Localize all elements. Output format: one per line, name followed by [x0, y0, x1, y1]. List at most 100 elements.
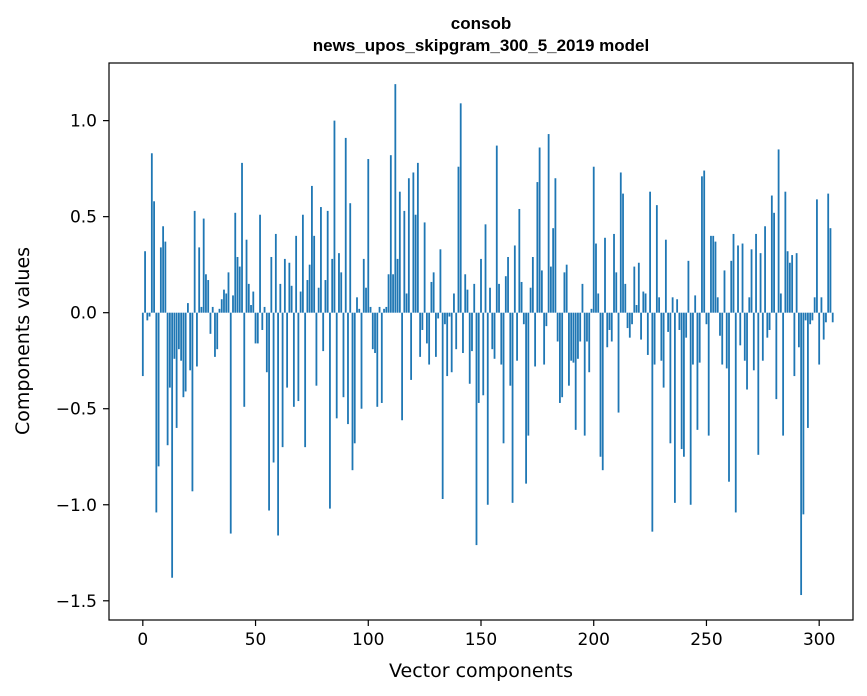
y-tick-label: 0.0 — [70, 304, 97, 324]
bar-175 — [536, 182, 539, 313]
bar-39 — [229, 312, 232, 534]
bar-275 — [761, 312, 764, 361]
bar-296 — [809, 312, 812, 325]
bar-207 — [608, 312, 611, 330]
bar-107 — [383, 308, 385, 313]
bar-18 — [182, 312, 185, 398]
bar-170 — [525, 312, 527, 484]
bar-294 — [804, 312, 807, 321]
bar-58 — [272, 312, 275, 463]
bar-300 — [818, 312, 821, 365]
bar-164 — [511, 312, 514, 503]
bar-191 — [572, 312, 575, 363]
bar-54 — [263, 306, 266, 313]
bar-271 — [752, 312, 755, 371]
bar-29 — [207, 280, 210, 313]
bar-56 — [268, 312, 270, 511]
bar-158 — [498, 283, 500, 313]
bar-297 — [811, 312, 814, 321]
x-axis-ticks: 0 50 100 150 200 250 300 — [137, 620, 835, 650]
bar-218 — [633, 266, 636, 313]
bar-5 — [153, 201, 155, 313]
bar-179 — [545, 312, 548, 327]
bar-118 — [407, 178, 410, 313]
bar-283 — [779, 293, 782, 313]
bar-246 — [696, 312, 699, 430]
bar-12 — [168, 312, 171, 388]
bar-32 — [214, 312, 216, 357]
bar-97 — [360, 312, 363, 409]
bar-112 — [394, 84, 397, 313]
bar-182 — [552, 228, 555, 313]
bar-248 — [701, 176, 703, 313]
bar-73 — [306, 280, 309, 313]
bar-102 — [371, 312, 374, 350]
bar-152 — [484, 224, 487, 313]
bar-259 — [725, 312, 728, 369]
bar-119 — [410, 312, 413, 380]
bar-75 — [311, 185, 313, 313]
plot-frame — [108, 62, 854, 621]
bar-80 — [322, 312, 325, 352]
bar-269 — [748, 297, 751, 313]
bar-282 — [777, 149, 780, 313]
x-tick-label: 150 — [465, 630, 497, 650]
bar-66 — [290, 285, 293, 313]
bar-159 — [500, 312, 503, 365]
bar-290 — [795, 253, 798, 313]
bar-156 — [493, 312, 496, 359]
bar-266 — [741, 243, 744, 313]
bar-278 — [768, 312, 771, 330]
bar-211 — [617, 312, 620, 413]
bar-206 — [606, 312, 609, 348]
bar-17 — [180, 312, 183, 361]
bar-180 — [547, 134, 550, 313]
bar-8 — [159, 247, 162, 313]
bar-7 — [157, 312, 160, 467]
bar-306 — [831, 312, 834, 323]
bar-181 — [549, 266, 552, 313]
bar-183 — [554, 178, 557, 313]
bar-303 — [825, 312, 827, 323]
bar-129 — [432, 272, 435, 313]
bar-194 — [579, 312, 582, 342]
bar-22 — [191, 312, 194, 492]
bar-79 — [320, 207, 322, 313]
bar-215 — [626, 312, 629, 329]
bar-28 — [205, 274, 207, 313]
bar-153 — [486, 312, 489, 505]
bar-195 — [581, 283, 584, 313]
bar-143 — [464, 274, 467, 313]
bar-100 — [367, 159, 370, 313]
bar-263 — [734, 312, 737, 513]
bar-48 — [250, 305, 252, 313]
bar-172 — [529, 287, 532, 313]
bar-91 — [347, 312, 349, 425]
bar-199 — [590, 308, 593, 313]
x-tick-label: 50 — [245, 630, 267, 650]
bar-213 — [622, 193, 624, 313]
bar-117 — [405, 293, 408, 313]
bar-222 — [642, 291, 645, 313]
bar-60 — [277, 312, 279, 536]
bar-234 — [669, 312, 672, 444]
bar-67 — [292, 312, 295, 407]
bar-208 — [610, 312, 613, 342]
bar-299 — [816, 199, 818, 313]
bar-244 — [692, 312, 694, 365]
bar-110 — [389, 155, 392, 313]
x-tick-label: 100 — [352, 630, 384, 650]
bar-77 — [315, 312, 318, 386]
bar-69 — [297, 312, 300, 402]
bar-209 — [613, 233, 615, 313]
bar-137 — [450, 312, 453, 373]
bar-219 — [635, 305, 638, 313]
bar-223 — [644, 293, 647, 313]
bar-101 — [369, 306, 372, 313]
x-tick-label: 200 — [578, 630, 610, 650]
bar-226 — [651, 312, 654, 532]
y-tick-label: 1.0 — [70, 112, 97, 132]
bar-227 — [653, 312, 656, 365]
bar-157 — [495, 145, 498, 313]
bar-162 — [507, 256, 509, 313]
